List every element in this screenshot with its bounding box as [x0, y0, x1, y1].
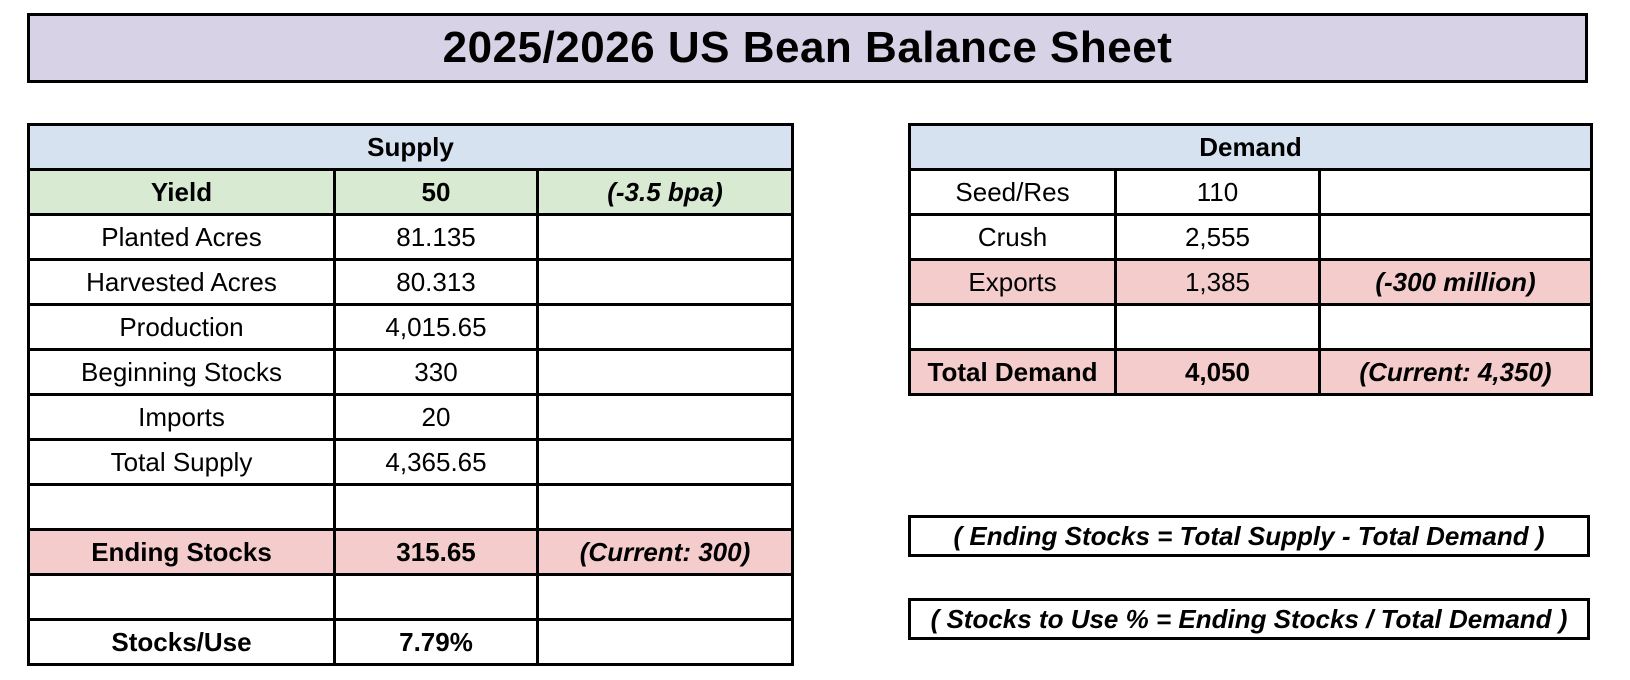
cell-note [1318, 168, 1593, 216]
demand-header: Demand [908, 123, 1593, 171]
supply-row-imports: Imports 20 [27, 393, 795, 441]
cell-value [1114, 303, 1321, 351]
cell-note [535, 258, 795, 306]
cell-label: Total Supply [27, 438, 336, 486]
cell-value: 315.65 [333, 528, 539, 576]
cell-note [535, 573, 795, 621]
cell-note [535, 303, 795, 351]
supply-table: Supply Yield 50 (-3.5 bpa) Planted Acres… [26, 123, 795, 666]
cell-value: 2,555 [1114, 213, 1321, 261]
supply-row-planted-acres: Planted Acres 81.135 [27, 213, 795, 261]
cell-label: Seed/Res [908, 168, 1117, 216]
cell-label: Yield [27, 168, 336, 216]
cell-note [535, 438, 795, 486]
demand-table: Demand Seed/Res 110 Crush 2,555 Exports … [908, 123, 1593, 396]
cell-label: Imports [27, 393, 336, 441]
cell-value: 80.313 [333, 258, 539, 306]
supply-row-yield: Yield 50 (-3.5 bpa) [27, 168, 795, 216]
cell-label: Planted Acres [27, 213, 336, 261]
demand-row-exports: Exports 1,385 (-300 million) [908, 258, 1593, 306]
supply-header: Supply [26, 123, 795, 171]
cell-value: 50 [333, 168, 539, 216]
stocks-to-use-formula-box: ( Stocks to Use % = Ending Stocks / Tota… [908, 598, 1590, 640]
supply-row-ending-stocks: Ending Stocks 315.65 (Current: 300) [27, 528, 795, 576]
page-title: 2025/2026 US Bean Balance Sheet [442, 23, 1173, 72]
cell-note: (Current: 4,350) [1318, 348, 1593, 396]
cell-value: 81.135 [333, 213, 539, 261]
cell-label: Ending Stocks [27, 528, 336, 576]
cell-label: Production [27, 303, 336, 351]
supply-row-production: Production 4,015.65 [27, 303, 795, 351]
cell-value [333, 483, 539, 531]
cell-label: Stocks/Use [27, 618, 336, 666]
demand-header-row: Demand [908, 123, 1593, 171]
cell-note: (Current: 300) [535, 528, 795, 576]
supply-header-row: Supply [26, 123, 795, 171]
cell-note [535, 483, 795, 531]
demand-row-seed-res: Seed/Res 110 [908, 168, 1593, 216]
supply-row-spacer-1 [27, 483, 795, 531]
cell-note: (-3.5 bpa) [535, 168, 795, 216]
cell-label: Crush [908, 213, 1117, 261]
cell-value: 7.79% [333, 618, 539, 666]
cell-note [535, 213, 795, 261]
cell-value: 330 [333, 348, 539, 396]
cell-note [535, 393, 795, 441]
cell-note [535, 348, 795, 396]
cell-value: 110 [1114, 168, 1321, 216]
ending-stocks-formula-box: ( Ending Stocks = Total Supply - Total D… [908, 515, 1590, 557]
cell-label [908, 303, 1117, 351]
cell-note [1318, 303, 1593, 351]
cell-value: 4,015.65 [333, 303, 539, 351]
cell-value: 20 [333, 393, 539, 441]
title-banner: 2025/2026 US Bean Balance Sheet [27, 13, 1588, 83]
supply-row-beginning-stocks: Beginning Stocks 330 [27, 348, 795, 396]
cell-label: Beginning Stocks [27, 348, 336, 396]
ending-stocks-formula: ( Ending Stocks = Total Supply - Total D… [953, 520, 1545, 551]
cell-label: Harvested Acres [27, 258, 336, 306]
stocks-to-use-formula: ( Stocks to Use % = Ending Stocks / Tota… [930, 603, 1568, 634]
supply-row-total-supply: Total Supply 4,365.65 [27, 438, 795, 486]
cell-label: Exports [908, 258, 1117, 306]
demand-row-spacer [908, 303, 1593, 351]
cell-value [333, 573, 539, 621]
cell-label [27, 573, 336, 621]
cell-label [27, 483, 336, 531]
cell-value: 1,385 [1114, 258, 1321, 306]
cell-value: 4,050 [1114, 348, 1321, 396]
supply-row-stocks-use: Stocks/Use 7.79% [27, 618, 795, 666]
cell-note: (-300 million) [1318, 258, 1593, 306]
demand-row-total-demand: Total Demand 4,050 (Current: 4,350) [908, 348, 1593, 396]
cell-note [1318, 213, 1593, 261]
supply-row-spacer-2 [27, 573, 795, 621]
supply-row-harvested-acres: Harvested Acres 80.313 [27, 258, 795, 306]
cell-note [535, 618, 795, 666]
demand-row-crush: Crush 2,555 [908, 213, 1593, 261]
cell-value: 4,365.65 [333, 438, 539, 486]
cell-label: Total Demand [908, 348, 1117, 396]
